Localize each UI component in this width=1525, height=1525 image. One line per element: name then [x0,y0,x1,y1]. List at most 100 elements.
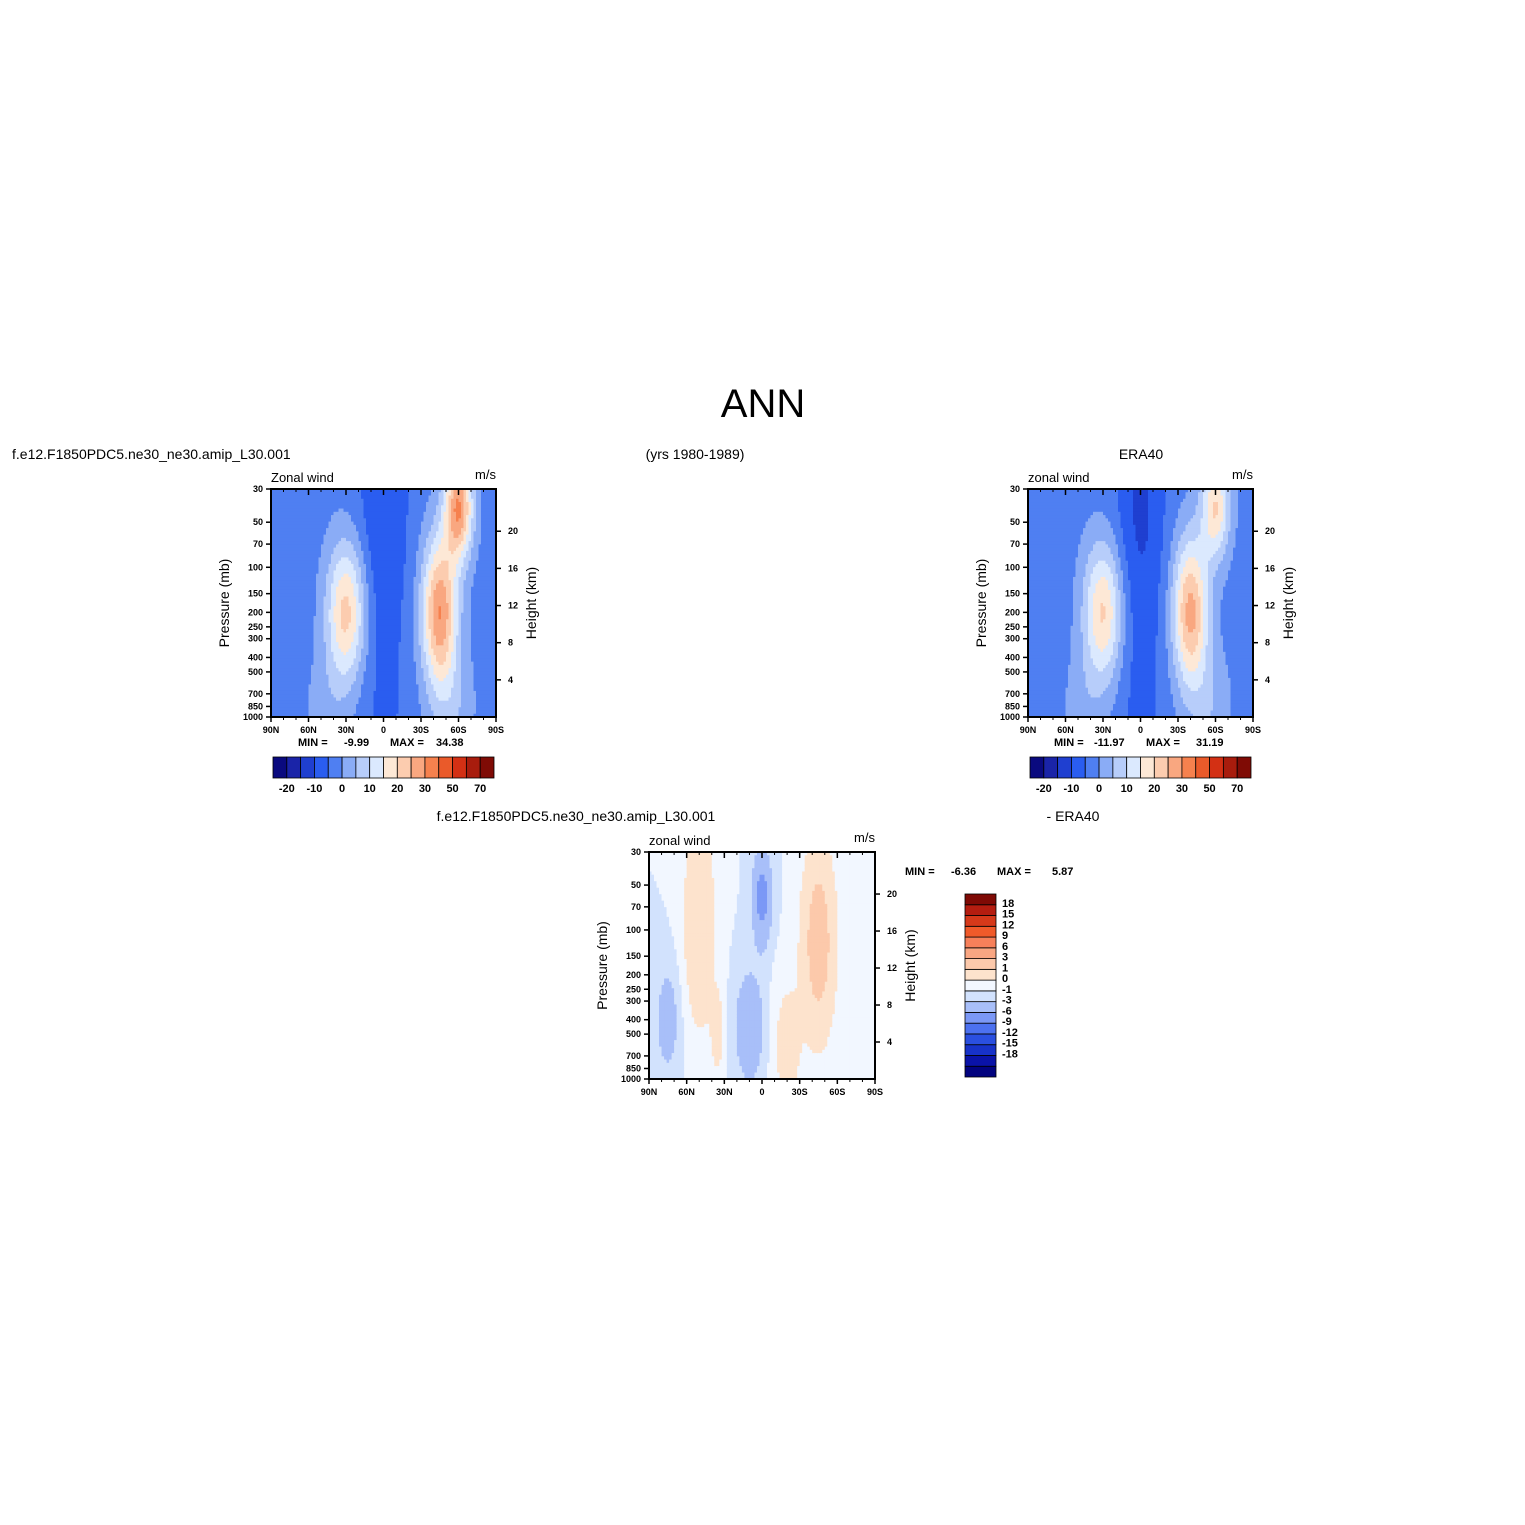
contour-cell [316,593,320,598]
contour-cell [313,567,317,572]
contour-cell [308,697,312,702]
contour-cell [313,593,317,598]
contour-cell [323,596,327,601]
contour-cell [276,703,280,708]
contour-cell [331,502,335,506]
contour-cell [306,677,310,682]
contour-cell [283,671,287,676]
contour-cell [311,629,315,633]
contour-cell [336,638,340,643]
contour-cell [273,619,277,624]
contour-cell [308,489,312,493]
contour-cell [291,677,295,682]
contour-cell [306,596,310,601]
contour-cell [318,635,322,640]
contour-cell [323,528,327,532]
contour-cell [271,674,275,679]
contour-cell [316,668,320,672]
contour-cell [296,557,300,562]
contour-cell [331,713,335,718]
contour-cell [271,681,275,686]
contour-cell [311,622,315,627]
contour-cell [293,629,297,633]
contour-cell [296,498,300,503]
contour-cell [278,635,282,640]
contour-cell [288,534,292,539]
contour-cell [296,668,300,672]
contour-cell [278,703,282,708]
contour-cell [276,547,280,552]
contour-cell [283,541,287,545]
contour-cell [291,687,295,692]
contour-cell [336,664,340,669]
contour-cell [298,570,302,575]
contour-cell [326,684,330,689]
contour-cell [331,661,335,666]
contour-cell [301,541,305,545]
contour-cell [308,570,312,575]
contour-cell [336,547,340,552]
contour-cell [283,596,287,601]
contour-cell [286,554,290,558]
contour-cell [303,681,307,686]
contour-cell [291,580,295,585]
contour-cell [298,599,302,604]
contour-cell [328,489,332,493]
contour-cell [293,681,297,686]
contour-cell [306,573,310,578]
contour-cell [313,632,317,637]
contour-cell [273,502,277,506]
contour-cell [273,544,277,549]
contour-cell [336,671,340,676]
contour-cell [303,576,307,581]
contour-cell [301,632,305,637]
contour-cell [296,651,300,656]
contour-cell [331,612,335,617]
contour-cell [313,651,317,656]
contour-cell [281,583,285,588]
contour-cell [301,599,305,604]
contour-cell [296,489,300,493]
contour-cell [278,511,282,516]
contour-cell [288,521,292,526]
contour-cell [336,502,340,506]
contour-cell [291,632,295,637]
contour-cell [278,518,282,523]
contour-fill [271,489,497,718]
contour-cell [286,502,290,506]
contour-cell [333,658,337,663]
contour-cell [276,638,280,643]
contour-cell [271,703,275,708]
contour-cell [333,570,337,575]
contour-cell [328,570,332,575]
contour-cell [276,645,280,650]
contour-cell [276,599,280,604]
contour-cell [281,713,285,718]
contour-cell [313,531,317,536]
contour-cell [326,674,330,679]
contour-cell [291,599,295,604]
contour-cell [283,537,287,542]
contour-cell [288,518,292,523]
contour-cell [273,521,277,526]
contour-cell [288,537,292,542]
contour-cell [323,511,327,516]
contour-cell [328,492,332,497]
contour-cell [323,489,327,493]
contour-cell [296,518,300,523]
contour-cell [328,524,332,529]
contour-cell [326,687,330,692]
contour-cell [313,697,317,702]
contour-cell [296,632,300,637]
contour-cell [286,694,290,699]
contour-cell [291,661,295,666]
contour-cell [298,625,302,630]
contour-cell [308,537,312,542]
contour-cell [338,505,342,510]
contour-cell [298,508,302,513]
contour-cell [333,495,337,500]
contour-cell [318,580,322,585]
contour-cell [336,531,340,536]
contour-cell [318,710,322,715]
contour-cell [283,528,287,532]
